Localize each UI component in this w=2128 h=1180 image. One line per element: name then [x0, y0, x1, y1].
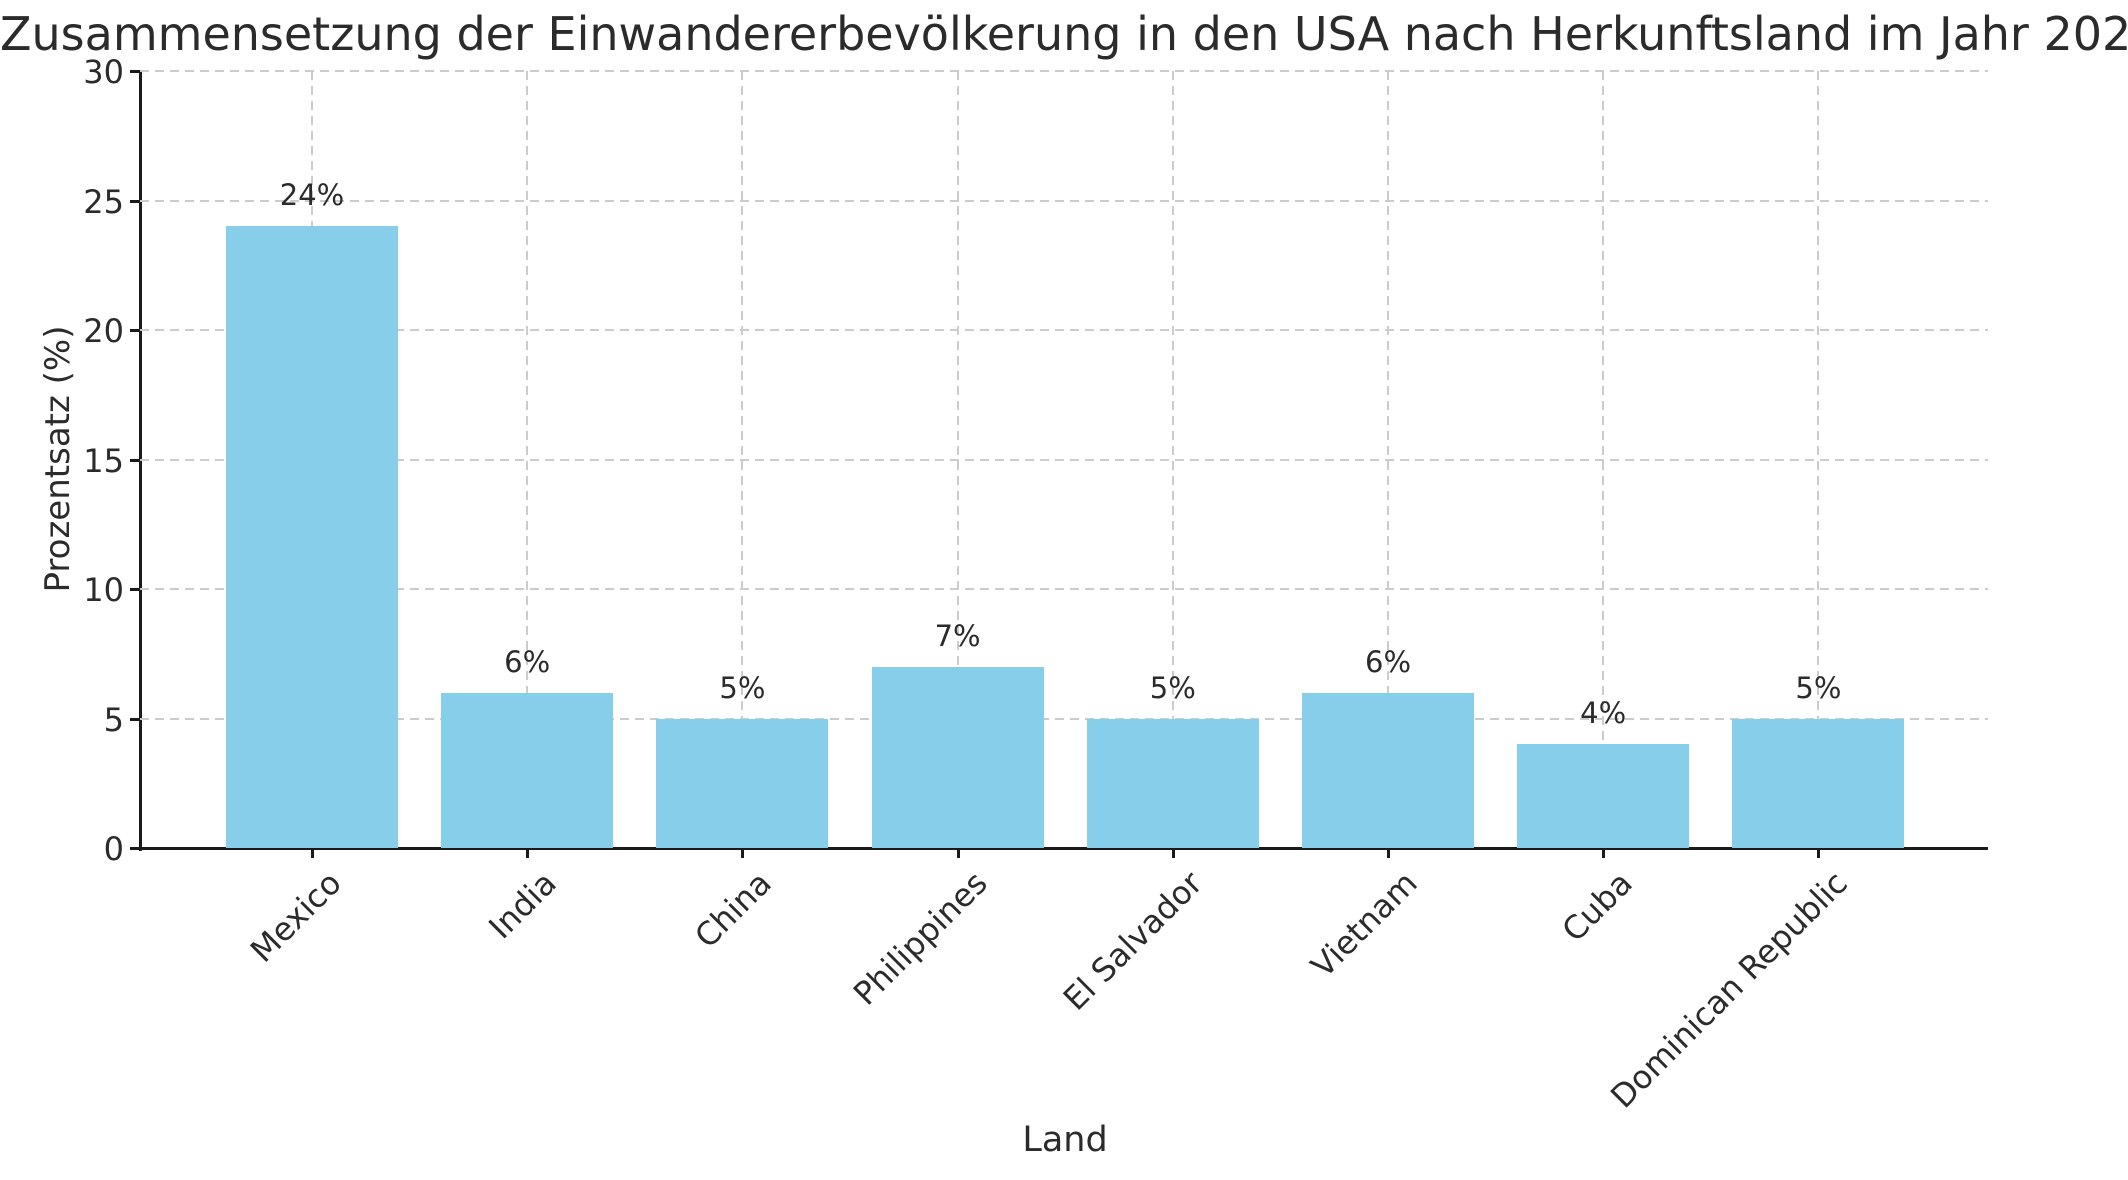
v-gridline-7 — [1817, 71, 1820, 848]
bar-china — [656, 718, 829, 848]
bar-value-label: 24% — [279, 178, 345, 213]
h-gridline-25 — [140, 199, 1988, 202]
bar-value-label: 6% — [1364, 644, 1412, 679]
y-tick-mark — [130, 847, 140, 850]
y-tick-label: 10 — [83, 571, 124, 609]
x-tick-mark — [1387, 848, 1390, 858]
bar-el-salvador — [1086, 718, 1259, 848]
y-tick-mark — [130, 199, 140, 203]
y-tick-label: 5 — [103, 700, 124, 739]
bar-cuba — [1517, 744, 1690, 848]
y-tick-mark — [130, 329, 140, 332]
y-tick-label: 25 — [83, 182, 124, 221]
y-tick-label: 15 — [83, 441, 124, 480]
x-axis-spine — [139, 847, 1988, 850]
y-tick-label: 0 — [103, 830, 124, 868]
bar-dominican-republic — [1732, 718, 1905, 848]
v-gridline-2 — [741, 71, 744, 848]
bar-value-label: 7% — [934, 618, 981, 653]
x-tick-mark — [526, 848, 530, 858]
v-gridline-5 — [1387, 71, 1389, 848]
y-tick-label: 30 — [83, 53, 124, 91]
bar-value-label: 5% — [719, 670, 766, 705]
x-tick-mark — [1817, 848, 1821, 858]
bar-vietnam — [1302, 692, 1474, 848]
y-tick-mark — [130, 70, 140, 73]
x-tick-mark — [1602, 848, 1606, 858]
y-tick-mark — [130, 588, 140, 591]
y-axis-spine — [139, 71, 142, 851]
bar-mexico — [226, 226, 398, 848]
h-gridline-20 — [140, 329, 1988, 331]
bar-value-label: 4% — [1580, 696, 1627, 731]
v-gridline-6 — [1602, 71, 1605, 848]
bar-value-label: 6% — [504, 644, 551, 679]
y-tick-mark — [130, 717, 140, 721]
v-gridline-4 — [1171, 71, 1174, 848]
y-tick-mark — [130, 458, 140, 462]
x-tick-mark — [741, 848, 745, 858]
bar-philippines — [871, 666, 1044, 848]
bar-india — [441, 692, 614, 848]
h-gridline-5 — [140, 717, 1988, 720]
h-gridline-10 — [140, 588, 1988, 590]
y-tick-label: 20 — [83, 312, 124, 350]
chart-title: Zusammensetzung der Einwandererbevölkeru… — [0, 7, 2128, 61]
bar-value-label: 5% — [1149, 670, 1196, 705]
v-gridline-1 — [526, 71, 529, 848]
x-tick-mark — [956, 848, 960, 858]
h-gridline-30 — [140, 70, 1988, 72]
x-tick-mark — [311, 848, 314, 858]
x-tick-mark — [1171, 848, 1175, 858]
bar-value-label: 5% — [1795, 670, 1842, 705]
v-gridline-3 — [956, 71, 959, 848]
x-axis-label: Land — [1022, 1120, 1108, 1160]
h-gridline-15 — [140, 458, 1988, 461]
